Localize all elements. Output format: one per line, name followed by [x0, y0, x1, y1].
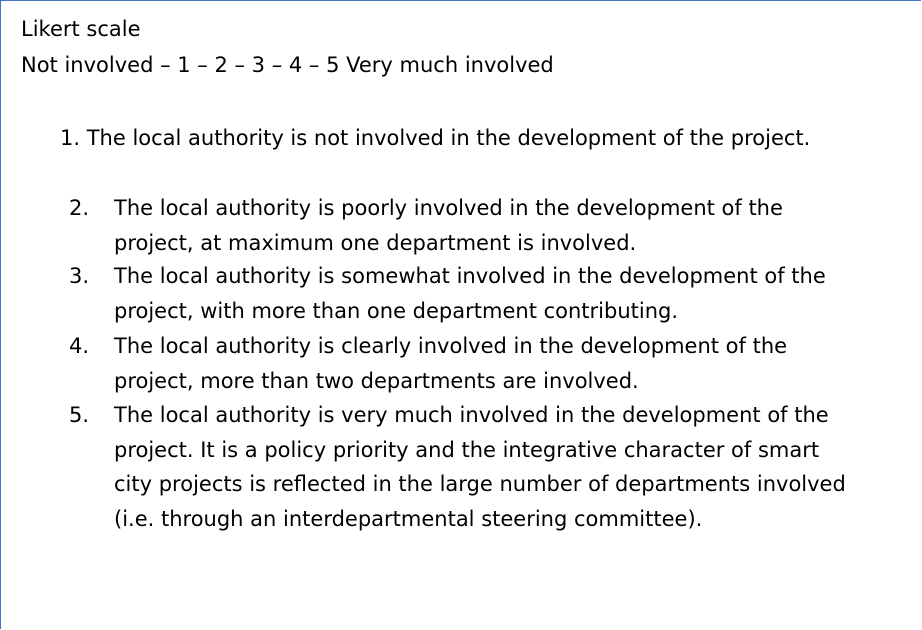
list-item-text: The local authority is not involved in t…	[86, 126, 811, 150]
list-item: 3. The local authority is somewhat invol…	[69, 259, 859, 328]
scale-description: Not involved – 1 – 2 – 3 – 4 – 5 Very mu…	[21, 53, 554, 77]
list-item-number: 1.	[60, 126, 87, 150]
list-item-text: The local authority is poorly involved i…	[114, 196, 783, 255]
list-item-text: The local authority is very much involve…	[114, 403, 846, 531]
list-item: 1. The local authority is not involved i…	[60, 121, 810, 156]
list-item: 5. The local authority is very much invo…	[69, 398, 859, 536]
list-item-number: 4.	[69, 334, 90, 358]
list-item: 2. The local authority is poorly involve…	[69, 191, 859, 260]
list-item-text: The local authority is somewhat involved…	[114, 264, 826, 323]
list-item-number: 3.	[69, 264, 90, 288]
document-title: Likert scale	[21, 17, 141, 41]
list-item-number: 5.	[69, 403, 90, 427]
list-item-text: The local authority is clearly involved …	[114, 334, 788, 393]
list-item-number: 2.	[69, 196, 90, 220]
list-item: 4. The local authority is clearly involv…	[69, 329, 859, 398]
